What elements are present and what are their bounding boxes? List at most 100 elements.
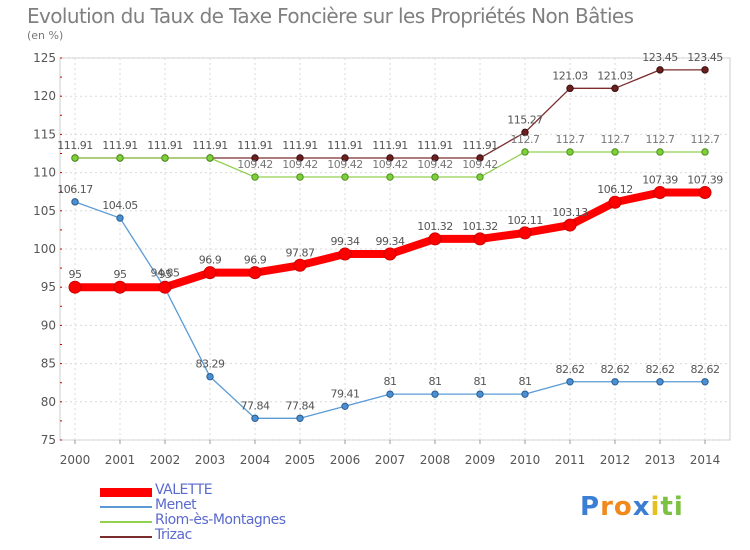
data-point-menet (521, 390, 529, 398)
data-point-riom-es-montagnes (611, 148, 619, 156)
data-point-trizac (251, 154, 259, 162)
data-point-trizac (431, 154, 439, 162)
logo-letter: i (650, 492, 661, 522)
data-label-trizac: 111.91 (417, 139, 453, 152)
data-label-riom-es-montagnes: 109.42 (417, 158, 453, 171)
y-tick-label: 115 (33, 127, 56, 141)
data-label-valette: 106.12 (597, 183, 633, 196)
legend-label: Riom-ès-Montagnes (155, 512, 286, 528)
data-point-riom-es-montagnes (476, 173, 484, 181)
data-label-menet: 81 (519, 375, 532, 388)
data-label-menet: 83.29 (196, 358, 225, 371)
data-label-menet: 106.17 (57, 183, 93, 196)
y-tick-label: 120 (33, 89, 56, 103)
legend-swatch (100, 536, 152, 538)
x-tick-label: 2014 (690, 453, 721, 467)
data-point-riom-es-montagnes (521, 148, 529, 156)
data-label-valette: 99.34 (331, 235, 360, 248)
data-point-valette (608, 195, 622, 209)
logo-letter: P (580, 492, 601, 522)
data-point-riom-es-montagnes (116, 154, 124, 162)
data-label-valette: 107.39 (642, 174, 678, 187)
data-label-riom-es-montagnes: 109.42 (327, 158, 363, 171)
data-label-menet: 77.84 (286, 399, 315, 412)
data-point-valette (698, 186, 712, 200)
data-label-trizac: 111.91 (327, 139, 363, 152)
data-point-trizac (656, 66, 664, 74)
data-point-valette (293, 258, 307, 272)
data-label-valette: 96.9 (199, 254, 222, 267)
y-tick-label: 125 (33, 51, 56, 65)
y-tick-label: 85 (41, 357, 56, 371)
legend-label: Menet (155, 497, 197, 513)
data-point-trizac (701, 66, 709, 74)
x-tick-label: 2000 (60, 453, 91, 467)
data-point-riom-es-montagnes (566, 148, 574, 156)
data-label-trizac: 111.91 (147, 139, 183, 152)
data-label-trizac: 111.91 (192, 139, 228, 152)
data-point-trizac (296, 154, 304, 162)
data-point-menet (251, 414, 259, 423)
data-point-trizac (476, 154, 484, 162)
legend-label: Trizac (155, 527, 192, 543)
data-label-trizac: 111.91 (102, 139, 138, 152)
data-point-menet (206, 372, 214, 381)
x-tick-label: 2008 (420, 453, 451, 467)
data-label-valette: 103.13 (552, 206, 588, 219)
data-label-riom-es-montagnes: 112.7 (691, 133, 720, 146)
data-point-trizac (341, 154, 349, 162)
x-tick-label: 2003 (195, 453, 226, 467)
data-point-riom-es-montagnes (206, 154, 214, 162)
data-point-valette (338, 247, 352, 261)
data-point-valette (248, 266, 262, 280)
data-point-menet (476, 390, 484, 398)
data-point-riom-es-montagnes (296, 173, 304, 181)
x-tick-label: 2005 (285, 453, 316, 467)
data-point-riom-es-montagnes (161, 154, 169, 162)
y-tick-label: 75 (41, 433, 56, 447)
data-label-menet: 79.41 (331, 387, 360, 400)
data-label-valette: 99.34 (376, 235, 405, 248)
y-tick-label: 80 (41, 395, 56, 409)
data-label-riom-es-montagnes: 109.42 (372, 158, 408, 171)
x-tick-label: 2004 (240, 453, 271, 467)
data-point-menet (566, 378, 574, 386)
data-label-valette: 95 (69, 268, 82, 281)
data-point-riom-es-montagnes (701, 148, 709, 156)
data-point-riom-es-montagnes (431, 173, 439, 181)
data-label-valette: 107.39 (687, 174, 723, 187)
data-label-riom-es-montagnes: 109.42 (282, 158, 318, 171)
data-label-menet: 104.05 (102, 199, 138, 212)
data-point-trizac (611, 84, 619, 93)
data-label-riom-es-montagnes: 112.7 (646, 133, 675, 146)
data-label-menet: 77.84 (241, 399, 270, 412)
data-point-menet (701, 378, 709, 386)
legend-label: VALETTE (155, 482, 213, 498)
data-label-trizac: 111.91 (462, 139, 498, 152)
y-tick-label: 95 (41, 280, 56, 294)
data-label-valette: 101.32 (462, 220, 498, 233)
data-point-valette (203, 266, 217, 280)
data-point-valette (68, 280, 82, 294)
data-point-trizac (386, 154, 394, 162)
legend-swatch (100, 521, 152, 523)
x-tick-label: 2006 (330, 453, 361, 467)
legend-swatch (100, 506, 152, 508)
data-label-trizac: 111.91 (372, 139, 408, 152)
data-label-trizac: 115.27 (507, 113, 543, 126)
data-label-trizac: 111.91 (282, 139, 318, 152)
y-tick-label: 100 (33, 242, 56, 256)
data-label-trizac: 123.45 (642, 51, 678, 64)
data-label-menet: 82.62 (556, 363, 585, 376)
logo-letter: i (673, 492, 684, 522)
data-label-menet: 82.62 (601, 363, 630, 376)
data-point-menet (611, 378, 619, 386)
logo-letter: t (660, 492, 674, 522)
proxiti-logo: Proxiti (580, 492, 684, 522)
data-label-trizac: 123.45 (687, 51, 723, 64)
y-tick-label: 105 (33, 204, 56, 218)
data-label-riom-es-montagnes: 112.7 (511, 133, 540, 146)
data-label-valette: 96.9 (244, 254, 267, 267)
data-label-riom-es-montagnes: 109.42 (237, 158, 273, 171)
data-label-valette: 97.87 (286, 246, 315, 259)
